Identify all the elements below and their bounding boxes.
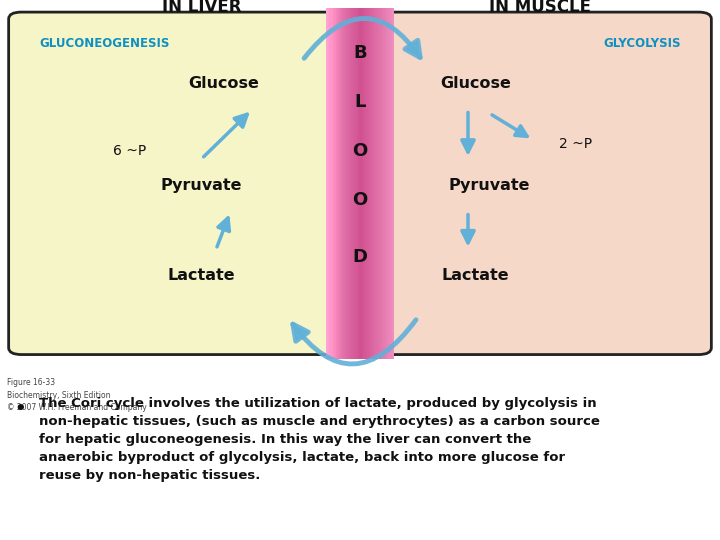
Text: O: O — [352, 142, 368, 160]
Bar — [382, 8, 384, 359]
Bar — [391, 8, 392, 359]
Bar — [359, 8, 360, 359]
Bar — [380, 8, 382, 359]
Text: Lactate: Lactate — [441, 268, 509, 284]
Bar — [351, 8, 354, 359]
Text: O: O — [352, 191, 368, 210]
Text: B: B — [354, 44, 366, 62]
FancyBboxPatch shape — [9, 12, 380, 355]
Bar — [389, 8, 391, 359]
Bar — [325, 8, 328, 359]
Bar — [354, 8, 355, 359]
Bar — [356, 8, 359, 359]
Bar — [341, 8, 343, 359]
FancyArrowPatch shape — [304, 18, 420, 58]
Bar — [345, 8, 346, 359]
Text: The Cori cycle involves the utilization of lactate, produced by glycolysis in
no: The Cori cycle involves the utilization … — [40, 397, 600, 482]
Bar — [355, 8, 356, 359]
Bar — [374, 8, 375, 359]
Text: L: L — [354, 93, 366, 111]
Text: Pyruvate: Pyruvate — [161, 178, 243, 193]
Bar — [386, 8, 387, 359]
Text: Pyruvate: Pyruvate — [449, 178, 531, 193]
Bar — [367, 8, 369, 359]
Text: Glucose: Glucose — [188, 76, 258, 91]
Bar — [346, 8, 348, 359]
Bar — [384, 8, 386, 359]
Text: Glucose: Glucose — [440, 76, 510, 91]
Text: 2 ~P: 2 ~P — [559, 137, 593, 151]
Bar — [340, 8, 341, 359]
Bar — [365, 8, 367, 359]
Text: 6 ~P: 6 ~P — [113, 144, 146, 158]
Bar — [331, 8, 333, 359]
Bar — [329, 8, 331, 359]
Text: Figure 16-33
Biochemistry, Sixth Edition
© 2007 W.H. Freeman and Company: Figure 16-33 Biochemistry, Sixth Edition… — [7, 378, 147, 412]
FancyBboxPatch shape — [340, 12, 711, 355]
Bar — [334, 8, 336, 359]
Text: IN MUSCLE: IN MUSCLE — [489, 0, 591, 16]
Text: Lactate: Lactate — [168, 268, 235, 284]
Bar — [372, 8, 374, 359]
Bar — [336, 8, 338, 359]
Bar — [350, 8, 351, 359]
Bar — [338, 8, 340, 359]
Bar — [364, 8, 365, 359]
Bar — [375, 8, 377, 359]
Bar — [343, 8, 345, 359]
Bar — [369, 8, 370, 359]
Text: IN LIVER: IN LIVER — [162, 0, 241, 16]
Bar — [361, 8, 364, 359]
Text: D: D — [353, 248, 367, 266]
Bar — [328, 8, 329, 359]
Bar — [392, 8, 395, 359]
Bar — [360, 8, 361, 359]
Text: GLUCONEOGENESIS: GLUCONEOGENESIS — [40, 37, 170, 50]
Bar — [379, 8, 381, 359]
Bar — [370, 8, 372, 359]
Text: GLYCOLYSIS: GLYCOLYSIS — [603, 37, 680, 50]
Text: •: • — [14, 400, 26, 418]
Bar — [387, 8, 389, 359]
Bar — [377, 8, 379, 359]
Bar — [348, 8, 350, 359]
Bar — [333, 8, 334, 359]
FancyArrowPatch shape — [293, 320, 416, 364]
